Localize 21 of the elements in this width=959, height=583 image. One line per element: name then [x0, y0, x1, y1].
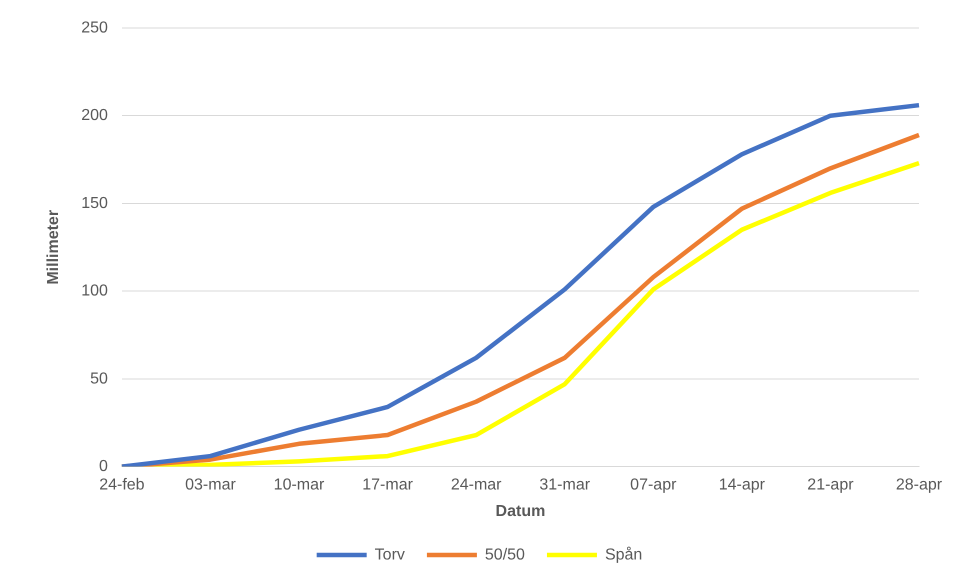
x-tick-label: 28-apr [896, 476, 943, 494]
x-tick-label: 10-mar [274, 476, 326, 494]
x-tick-label: 31-mar [539, 476, 591, 494]
y-tick-label: 50 [90, 370, 108, 388]
y-tick-label: 0 [98, 458, 108, 476]
x-tick-label: 14-apr [718, 476, 766, 494]
x-axis-title: Datum [496, 502, 546, 520]
x-tick-label: 07-apr [630, 476, 678, 494]
legend-label: Spån [604, 546, 642, 564]
x-tick-label: 17-mar [362, 476, 414, 494]
x-tick-label: 24-feb [99, 476, 145, 494]
y-tick-label: 200 [81, 107, 108, 124]
y-tick-label: 250 [81, 19, 108, 36]
y-tick-label: 150 [81, 194, 108, 212]
y-tick-label: 100 [81, 282, 108, 300]
x-tick-label: 24-mar [450, 476, 502, 494]
x-tick-label: 03-mar [185, 476, 236, 494]
legend-label: Torv [374, 546, 405, 564]
legend-label: 50/50 [484, 546, 526, 564]
x-tick-label: 21-apr [807, 476, 854, 494]
y-axis-title: Millimeter [45, 210, 62, 285]
